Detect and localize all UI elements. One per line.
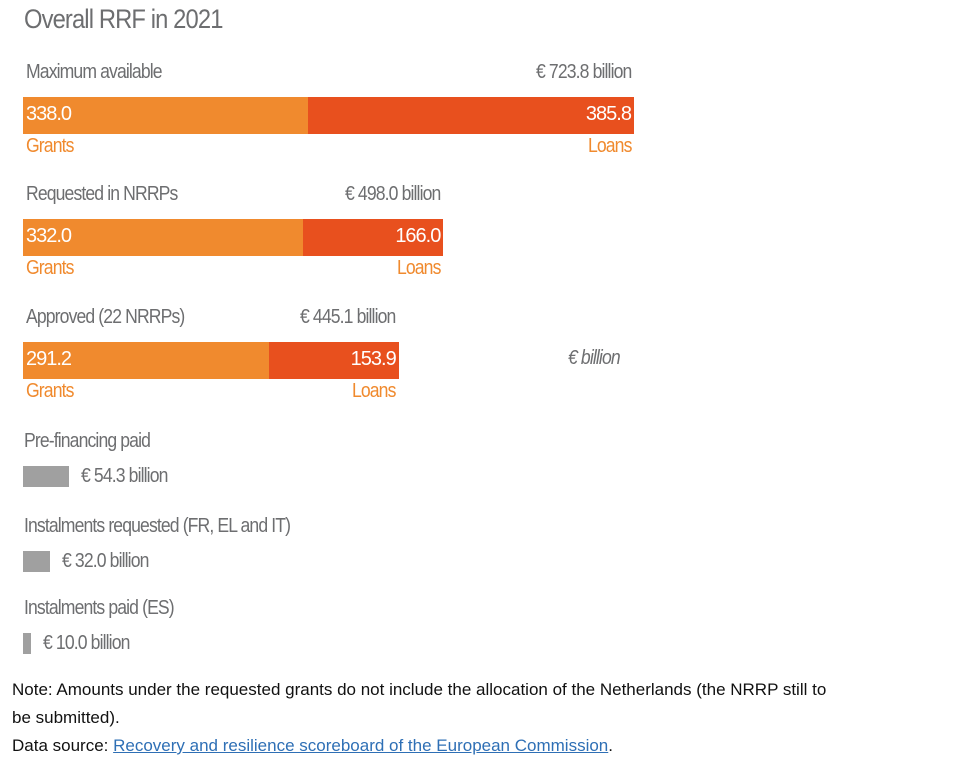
bar-segment-grants: 338.0 bbox=[23, 97, 309, 134]
bar-segment-loans: 153.9 bbox=[268, 342, 399, 379]
group-label: Requested in NRRPs bbox=[26, 183, 178, 205]
payment-value: € 32.0 billion bbox=[62, 550, 149, 572]
data-label: 332.0 bbox=[26, 225, 72, 247]
group-label: Maximum available bbox=[26, 61, 163, 83]
data-source: Data source: Recovery and resilience sco… bbox=[12, 736, 613, 756]
group-total-label: € 498.0 billion bbox=[344, 183, 441, 205]
legend-loans: Loans bbox=[396, 257, 441, 279]
payment-bar bbox=[23, 466, 69, 487]
source-suffix: . bbox=[608, 736, 613, 755]
payment-label: Pre-financing paid bbox=[24, 430, 151, 452]
legend-grants: Grants bbox=[26, 380, 74, 402]
payment-value: € 10.0 billion bbox=[43, 632, 130, 654]
data-label: 291.2 bbox=[26, 348, 72, 370]
payment-bar bbox=[23, 633, 32, 654]
data-label: 338.0 bbox=[26, 103, 72, 125]
bar-segment-loans: 385.8 bbox=[308, 97, 634, 134]
group-label: Approved (22 NRRPs) bbox=[26, 306, 185, 328]
note-line-1: Note: Amounts under the requested grants… bbox=[12, 680, 827, 699]
legend-grants: Grants bbox=[26, 135, 74, 157]
unit-label: € billion bbox=[568, 347, 621, 369]
note-line-2: be submitted). bbox=[12, 708, 120, 727]
source-prefix: Data source: bbox=[12, 736, 114, 755]
bar-segment-grants: 291.2 bbox=[23, 342, 269, 379]
payment-label: Instalments requested (FR, EL and IT) bbox=[24, 515, 291, 537]
chart-title: Overall RRF in 2021 bbox=[24, 4, 223, 34]
source-link[interactable]: Recovery and resilience scoreboard of th… bbox=[113, 736, 609, 755]
bar-segment-loans: 166.0 bbox=[303, 219, 444, 256]
payment-bar bbox=[23, 551, 50, 572]
group-total-label: € 445.1 billion bbox=[300, 306, 396, 328]
legend-loans: Loans bbox=[352, 380, 396, 402]
data-label: 153.9 bbox=[350, 348, 397, 370]
legend-grants: Grants bbox=[26, 257, 74, 279]
group-total-label: € 723.8 billion bbox=[535, 61, 632, 83]
payment-label: Instalments paid (ES) bbox=[24, 597, 175, 619]
payment-value: € 54.3 billion bbox=[80, 465, 168, 487]
data-label: 385.8 bbox=[585, 103, 632, 125]
legend-loans: Loans bbox=[587, 135, 631, 157]
bar-segment-grants: 332.0 bbox=[23, 219, 304, 256]
data-label: 166.0 bbox=[395, 225, 441, 247]
